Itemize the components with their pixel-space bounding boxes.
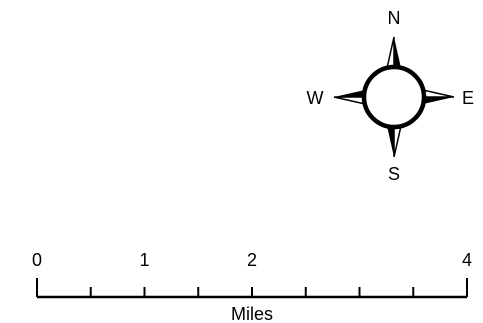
scale-label: 2 [247, 250, 257, 270]
scale-labels: 0 1 2 4 [32, 250, 472, 270]
scale-label: 0 [32, 250, 42, 270]
south-needle-icon [387, 126, 401, 157]
west-needle-icon [334, 90, 365, 104]
east-needle-icon [423, 90, 454, 104]
north-arrow: N S W E [307, 8, 475, 184]
east-label: E [462, 88, 474, 108]
scale-label: 4 [462, 250, 472, 270]
north-label: N [388, 8, 401, 28]
scale-label: 1 [139, 250, 149, 270]
scale-ticks [37, 278, 467, 297]
south-label: S [388, 164, 400, 184]
scale-bar: 0 1 2 4 Miles [32, 250, 472, 323]
north-needle-icon [387, 37, 401, 68]
compass-ring [364, 67, 424, 127]
scale-unit-label: Miles [231, 304, 273, 323]
west-label: W [307, 88, 324, 108]
